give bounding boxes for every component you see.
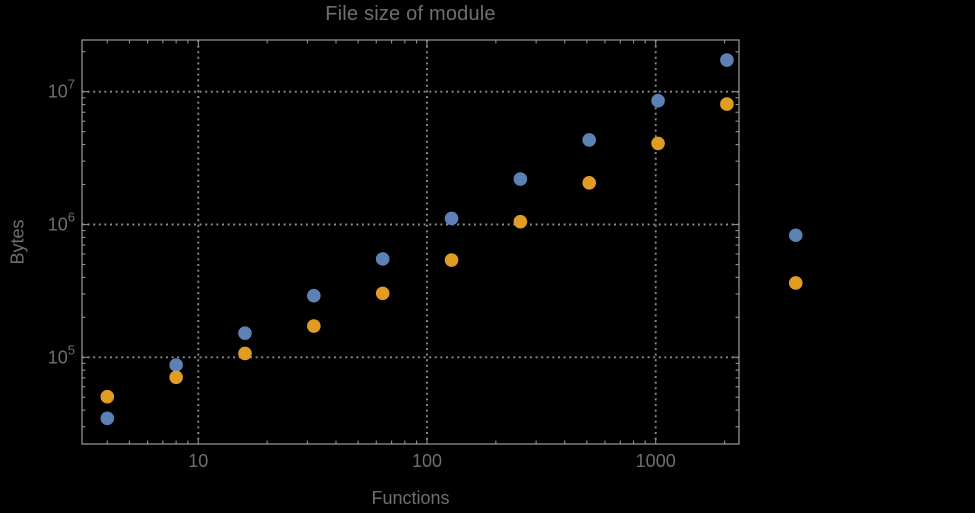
data-point-series-blue-1024: [651, 93, 665, 108]
data-point-series-blue-4: [100, 411, 115, 426]
x-tick-label: 10: [188, 451, 208, 471]
x-axis-label: Functions: [371, 488, 450, 508]
x-tick-label: 1000: [636, 451, 676, 471]
data-point-series-blue-128: [444, 211, 459, 226]
data-point-series-orange-16: [238, 346, 252, 361]
y-axis-label: Bytes: [7, 219, 28, 265]
x-tick-label: 100: [412, 451, 442, 471]
data-point-series-blue-32: [307, 288, 321, 303]
data-point-series-orange-4: [100, 389, 115, 404]
data-point-series-orange-64: [375, 286, 390, 301]
data-point-series-blue-2048: [720, 53, 734, 67]
y-tick-label: 106: [48, 210, 75, 235]
data-point-series-orange-256: [513, 214, 528, 229]
y-tick-label: 105: [48, 342, 75, 367]
data-point-series-orange-128: [444, 253, 459, 267]
data-point-series-blue-64: [375, 252, 390, 266]
data-point-series-orange-32: [307, 319, 321, 333]
plot-frame: [81, 39, 740, 445]
data-point-series-orange-512: [582, 176, 597, 190]
data-point-series-blue-256: [513, 172, 528, 186]
data-point-series-orange-1024: [651, 136, 665, 151]
data-point-series-orange-2048: [720, 97, 734, 111]
data-point-series-blue-512: [582, 133, 597, 147]
data-point-series-blue-8: [169, 358, 183, 372]
data-point-series-orange-4096: [788, 276, 803, 290]
data-point-series-blue-4096: [788, 228, 803, 243]
y-tick-label: 107: [48, 77, 75, 102]
chart-title: File size of module: [325, 3, 496, 25]
data-point-series-orange-8: [169, 370, 183, 385]
data-point-series-blue-16: [238, 326, 252, 340]
